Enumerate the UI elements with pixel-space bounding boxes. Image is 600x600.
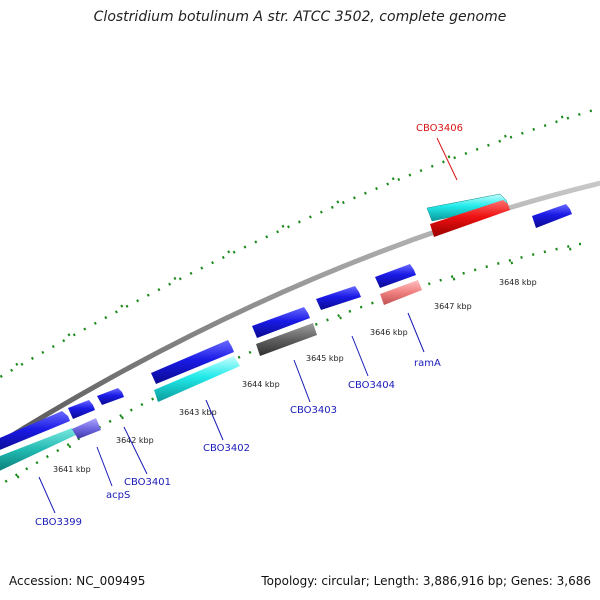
label-leaders <box>38 137 458 514</box>
gene-feature <box>151 340 234 384</box>
gene-feature-highlighted <box>430 200 510 237</box>
gene-feature <box>252 307 310 338</box>
gene-feature <box>0 428 78 471</box>
scale-label: 3648 kbp <box>499 278 537 287</box>
scale-label: 3645 kbp <box>306 354 344 363</box>
gene-feature <box>380 280 422 305</box>
gene-feature <box>0 411 70 450</box>
scale-labels: 3641 kbp 3642 kbp 3643 kbp 3644 kbp 3645… <box>53 278 537 474</box>
scale-label: 3643 kbp <box>179 408 217 417</box>
accession-text: Accession: NC_009495 <box>9 574 146 588</box>
gene-feature <box>426 193 509 222</box>
gene-feature <box>154 356 240 402</box>
outer-scale-ticks <box>0 103 600 379</box>
gene-label-rama[interactable]: ramA <box>414 358 441 369</box>
genome-backbone <box>0 180 600 446</box>
genome-summary-text: Topology: circular; Length: 3,886,916 bp… <box>261 574 591 588</box>
gene-label-cbo3404[interactable]: CBO3404 <box>348 380 395 391</box>
gene-label-acps[interactable]: acpS <box>106 490 130 501</box>
scale-label: 3642 kbp <box>116 436 154 445</box>
features-inner-strand <box>0 200 572 471</box>
gene-feature <box>97 388 124 405</box>
gene-feature <box>532 204 572 228</box>
scale-label: 3641 kbp <box>53 465 91 474</box>
gene-label-cbo3399[interactable]: CBO3399 <box>35 517 82 528</box>
gene-label-cbo3402[interactable]: CBO3402 <box>203 443 250 454</box>
gene-label-cbo3401[interactable]: CBO3401 <box>124 477 171 488</box>
gene-labels: CBO3399 acpS CBO3401 CBO3402 CBO3403 CBO… <box>35 123 463 528</box>
gene-label-cbo3406[interactable]: CBO3406 <box>416 123 463 134</box>
gene-feature <box>375 264 416 288</box>
genome-title: Clostridium botulinum A str. ATCC 3502, … <box>93 9 507 25</box>
gene-feature <box>316 286 361 310</box>
scale-label: 3644 kbp <box>242 380 280 389</box>
scale-label: 3646 kbp <box>370 328 408 337</box>
gene-feature <box>256 323 317 356</box>
gene-feature <box>72 418 101 439</box>
scale-label: 3647 kbp <box>434 302 472 311</box>
gene-feature <box>68 400 95 419</box>
features-outer-strand <box>426 193 509 222</box>
gene-label-cbo3403[interactable]: CBO3403 <box>290 405 337 416</box>
